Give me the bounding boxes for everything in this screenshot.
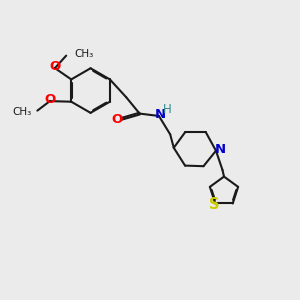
Text: H: H — [163, 103, 172, 116]
Text: S: S — [209, 197, 220, 212]
Text: N: N — [214, 143, 225, 156]
Text: O: O — [49, 60, 61, 74]
Text: O: O — [112, 113, 123, 126]
Text: CH₃: CH₃ — [74, 49, 94, 59]
Text: CH₃: CH₃ — [13, 107, 32, 117]
Text: N: N — [155, 108, 166, 121]
Text: O: O — [44, 93, 55, 106]
